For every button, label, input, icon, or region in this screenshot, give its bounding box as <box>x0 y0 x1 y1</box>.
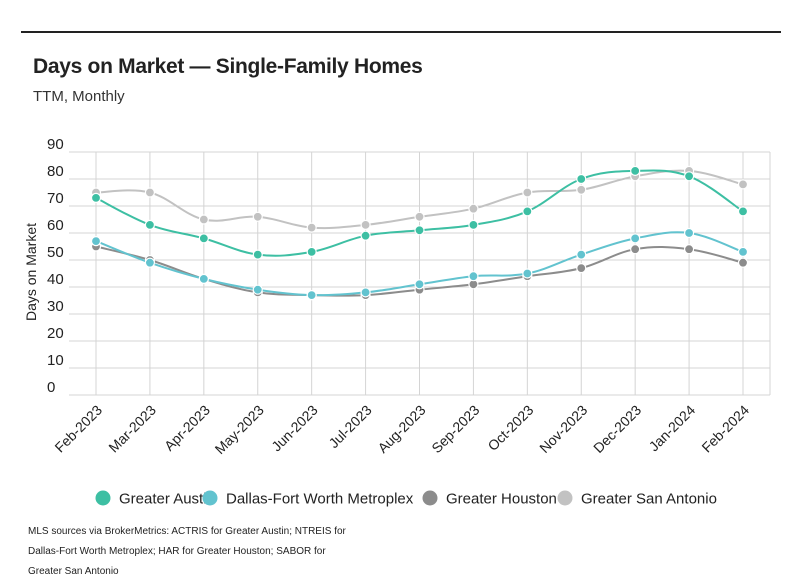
x-tick-label: Dec-2023 <box>590 402 644 456</box>
legend-item: Greater Houston <box>422 490 557 508</box>
data-point-greater-austin <box>630 165 641 176</box>
data-point-greater-austin <box>683 171 695 182</box>
data-point-greater-austin <box>576 173 587 185</box>
y-tick-label: 30 <box>47 298 64 315</box>
data-point-greater-san-antonio <box>414 211 425 222</box>
legend-marker <box>422 490 438 506</box>
x-tick-label: Oct-2023 <box>484 402 536 454</box>
data-point-greater-san-antonio <box>306 222 317 233</box>
y-axis-label: Days on Market <box>23 223 39 321</box>
data-point-greater-san-antonio <box>468 203 479 214</box>
data-point-dallas-fort-worth-metroplex <box>306 290 317 301</box>
legend-label: Greater Houston <box>446 491 557 508</box>
data-point-dallas-fort-worth-metroplex <box>360 287 371 298</box>
data-point-greater-austin <box>360 230 371 241</box>
data-point-dallas-fort-worth-metroplex <box>414 279 425 290</box>
y-tick-label: 10 <box>47 352 64 369</box>
source-footnote: MLS sources via BrokerMetrics: ACTRIS fo… <box>28 526 346 577</box>
legend-label: Greater Austin <box>119 491 215 508</box>
y-tick-label: 40 <box>47 271 64 288</box>
data-point-greater-san-antonio <box>522 187 533 198</box>
y-tick-label: 70 <box>47 190 64 207</box>
data-point-greater-austin <box>522 206 533 217</box>
x-tick-label: Feb-2023 <box>51 402 105 456</box>
y-tick-label: 90 <box>47 136 64 153</box>
data-point-dallas-fort-worth-metroplex <box>252 284 263 295</box>
legend-marker <box>557 490 573 506</box>
legend-label: Dallas-Fort Worth Metroplex <box>226 491 414 508</box>
x-tick-label: Aug-2023 <box>374 402 428 456</box>
y-tick-label: 50 <box>47 244 64 261</box>
data-point-greater-san-antonio <box>198 214 209 225</box>
data-point-greater-austin <box>90 192 102 203</box>
y-tick-label: 0 <box>47 379 55 396</box>
x-tick-label: Mar-2023 <box>105 402 159 456</box>
x-tick-label: Jul-2023 <box>325 402 374 451</box>
data-point-greater-houston <box>737 257 749 268</box>
data-point-greater-austin <box>414 225 425 236</box>
x-tick-label: May-2023 <box>212 402 267 457</box>
legend-item: Greater San Antonio <box>557 490 717 508</box>
data-point-dallas-fort-worth-metroplex <box>576 249 587 260</box>
x-tick-label: Jan-2024 <box>646 402 699 455</box>
legend-marker <box>202 490 218 506</box>
data-point-dallas-fort-worth-metroplex <box>737 246 749 257</box>
data-point-greater-san-antonio <box>576 184 587 195</box>
x-tick-label: Sep-2023 <box>428 402 482 456</box>
data-point-dallas-fort-worth-metroplex <box>630 233 641 244</box>
data-point-greater-austin <box>144 219 156 230</box>
data-point-greater-houston <box>630 244 641 255</box>
legend-marker <box>95 490 111 506</box>
data-point-greater-san-antonio <box>737 179 749 190</box>
data-point-greater-austin <box>468 219 479 230</box>
y-tick-label: 60 <box>47 217 64 234</box>
data-point-dallas-fort-worth-metroplex <box>683 227 695 239</box>
x-tick-label: Apr-2023 <box>161 402 213 454</box>
data-point-dallas-fort-worth-metroplex <box>144 257 156 268</box>
data-point-dallas-fort-worth-metroplex <box>468 271 479 282</box>
data-point-greater-austin <box>198 233 209 244</box>
data-point-greater-san-antonio <box>252 211 263 222</box>
data-point-greater-houston <box>683 244 695 255</box>
x-tick-label: Feb-2024 <box>698 402 752 456</box>
data-point-greater-austin <box>737 206 749 217</box>
y-tick-label: 80 <box>47 163 64 180</box>
data-point-greater-austin <box>306 246 317 257</box>
y-tick-label: 20 <box>47 325 64 342</box>
legend-label: Greater San Antonio <box>581 491 717 508</box>
x-tick-label: Nov-2023 <box>536 402 590 456</box>
data-point-greater-houston <box>576 263 587 274</box>
chart-title: Days on Market — Single-Family Homes <box>33 55 423 78</box>
data-point-dallas-fort-worth-metroplex <box>522 268 533 279</box>
top-rule <box>21 31 781 33</box>
chart-subtitle: TTM, Monthly <box>33 88 125 105</box>
legend-item: Greater Austin <box>95 490 215 508</box>
data-point-greater-san-antonio <box>360 219 371 230</box>
legend-item: Dallas-Fort Worth Metroplex <box>202 490 414 508</box>
data-point-greater-austin <box>252 249 263 260</box>
data-point-dallas-fort-worth-metroplex <box>198 273 209 284</box>
data-point-greater-san-antonio <box>144 187 156 198</box>
line-chart: 90 80 70 60 50 40 30 20 10 0 Feb-2023 Mar-2023 Apr-… <box>23 136 771 508</box>
data-point-dallas-fort-worth-metroplex <box>90 236 102 247</box>
x-tick-label: Jun-2023 <box>268 402 321 455</box>
